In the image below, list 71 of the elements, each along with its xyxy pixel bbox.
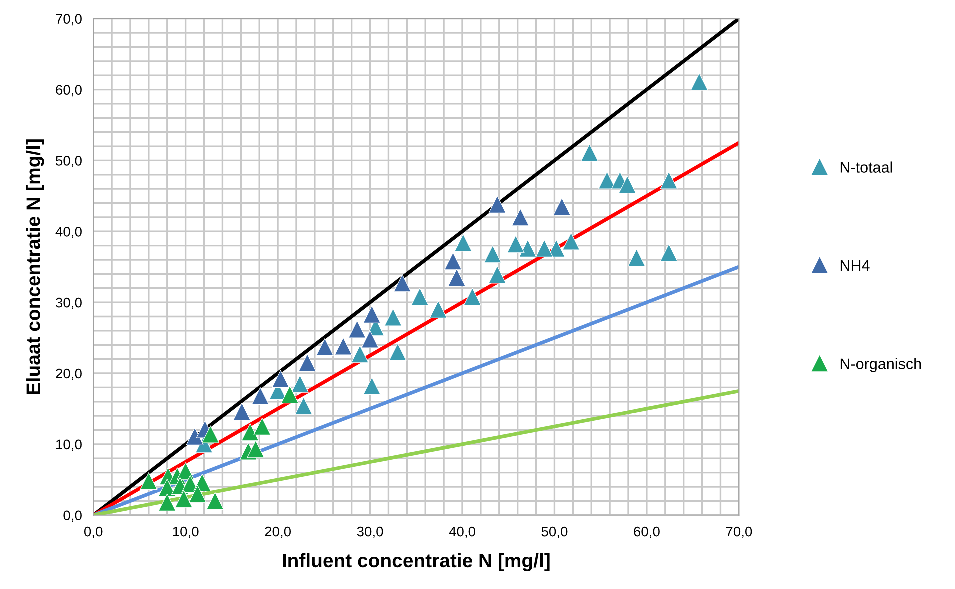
- point: [598, 172, 616, 190]
- point: [291, 375, 309, 393]
- point: [519, 240, 537, 258]
- point: [628, 249, 646, 267]
- y-tick-label: 0,0: [64, 510, 82, 522]
- point: [512, 208, 530, 226]
- point: [140, 472, 158, 490]
- x-tick-label: 40,0: [449, 526, 476, 538]
- point: [363, 306, 381, 324]
- x-tick-label: 0,0: [84, 526, 103, 538]
- y-axis-title: Eluaat concentratie N [mg/l]: [26, 140, 44, 394]
- y-tick-label: 20,0: [56, 368, 82, 380]
- point: [363, 377, 381, 396]
- point: [334, 338, 352, 356]
- point: [186, 428, 204, 446]
- point: [298, 354, 316, 372]
- point: [316, 338, 334, 356]
- point: [580, 144, 599, 162]
- point: [233, 403, 251, 421]
- point: [562, 232, 580, 250]
- point: [411, 288, 429, 306]
- x-tick-label: 70,0: [726, 526, 752, 538]
- y-tick-label: 30,0: [56, 298, 82, 310]
- point: [507, 236, 525, 254]
- point: [660, 244, 678, 262]
- point: [553, 198, 571, 216]
- y-tick-label: 70,0: [56, 14, 82, 26]
- point: [254, 418, 272, 436]
- x-tick-label: 60,0: [634, 526, 660, 538]
- point: [394, 274, 412, 292]
- point: [660, 172, 678, 190]
- point: [247, 440, 265, 458]
- point: [389, 343, 407, 362]
- point: [464, 288, 482, 306]
- point: [351, 346, 369, 364]
- legend-label: N-totaal: [840, 162, 892, 173]
- point: [690, 73, 708, 91]
- point: [189, 485, 207, 503]
- legend-label: NH4: [840, 260, 870, 272]
- y-tick-label: 10,0: [56, 440, 82, 452]
- point: [281, 386, 299, 404]
- point: [384, 308, 402, 326]
- point: [361, 330, 380, 348]
- point: [252, 387, 270, 405]
- point: [158, 478, 176, 496]
- point: [158, 494, 176, 512]
- y-tick-label: 60,0: [56, 85, 82, 97]
- point: [430, 300, 448, 318]
- x-tick-label: 50,0: [542, 526, 568, 538]
- x-tick-label: 20,0: [265, 526, 292, 538]
- point: [454, 234, 472, 252]
- point: [448, 268, 466, 287]
- point: [175, 490, 193, 508]
- point: [206, 492, 224, 510]
- point: [618, 176, 636, 194]
- legend-label: N-organisch: [840, 358, 922, 372]
- point: [488, 266, 506, 284]
- point: [272, 370, 290, 388]
- point: [484, 246, 502, 264]
- x-tick-label: 30,0: [357, 526, 384, 538]
- y-tick-label: 50,0: [56, 156, 82, 168]
- y-tick-label: 40,0: [56, 226, 82, 238]
- x-axis-title: Influent concentratie N [mg/l]: [283, 553, 550, 572]
- point: [348, 320, 366, 338]
- point: [488, 196, 506, 214]
- point: [536, 240, 554, 258]
- point: [202, 426, 220, 444]
- point: [295, 397, 313, 415]
- point: [242, 424, 260, 442]
- point: [444, 252, 462, 270]
- x-tick-label: 10,0: [173, 526, 199, 538]
